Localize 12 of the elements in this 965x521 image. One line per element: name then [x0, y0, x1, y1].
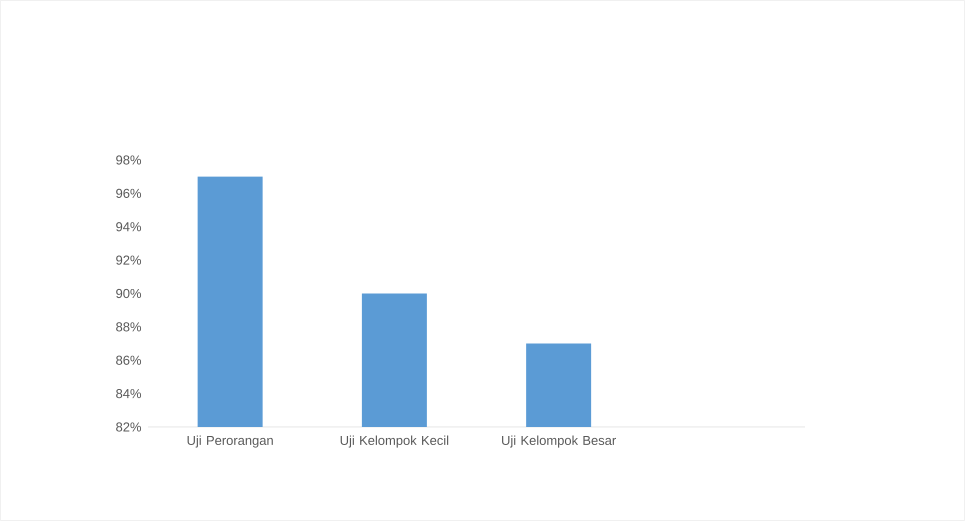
y-tick-label: 96% — [116, 188, 142, 198]
x-tick-label: Uji Kelompok Kecil — [340, 435, 448, 448]
x-tick-label: Uji Kelompok Besar — [502, 435, 616, 448]
y-tick-label: 94% — [116, 222, 142, 232]
y-tick-label: 92% — [116, 256, 142, 265]
y-tick-label: 86% — [116, 356, 142, 365]
y-tick-label: 98% — [116, 155, 142, 165]
y-tick-label: 90% — [116, 288, 142, 298]
x-tick-label: Uji Perorangan — [188, 435, 273, 448]
y-tick-label: 88% — [116, 322, 142, 332]
y-tick-label: 84% — [116, 389, 142, 398]
y-tick-label: 82% — [116, 422, 142, 432]
